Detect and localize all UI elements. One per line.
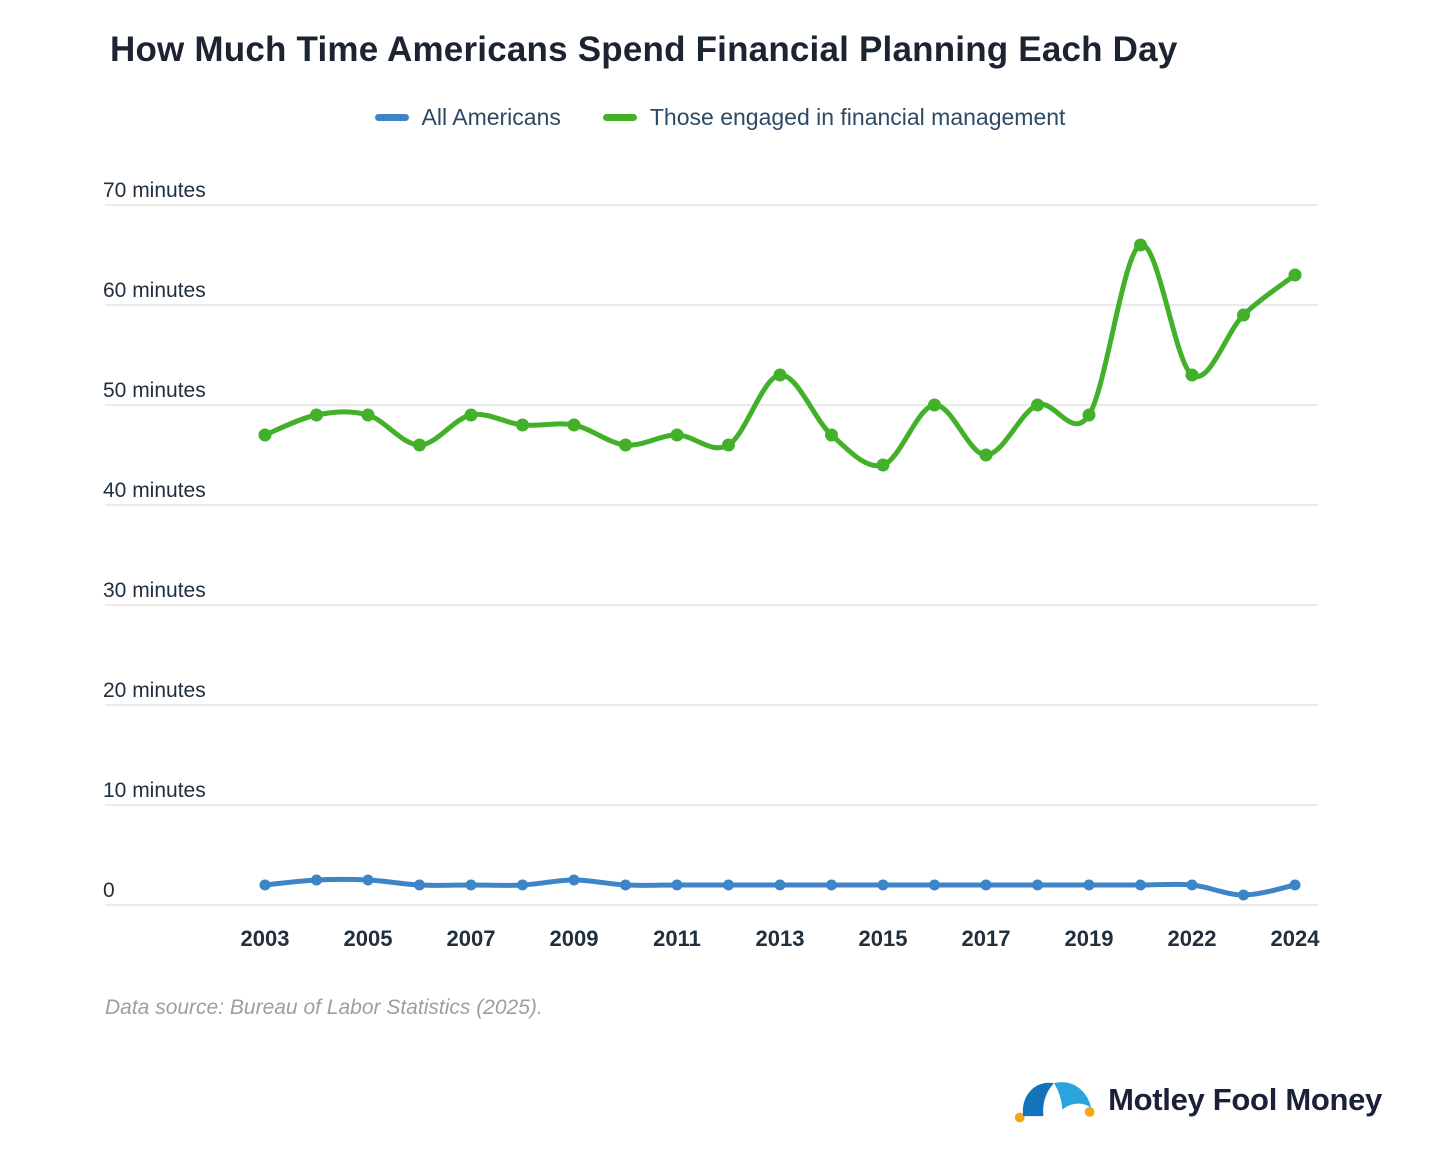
data-point-all-americans	[414, 879, 425, 891]
legend-swatch-blue	[374, 114, 409, 121]
data-point-all-americans	[980, 879, 992, 891]
series-line-those-engaged-in-financial-management	[262, 242, 1298, 469]
x-axis-tick-label: 2022	[1168, 926, 1217, 951]
data-point-all-americans	[826, 879, 837, 891]
data-point-those-engaged-in-financial-management	[361, 408, 375, 422]
y-axis-tick-label: 20 minutes	[103, 679, 206, 702]
y-axis-tick-label: 40 minutes	[103, 479, 206, 502]
data-point-all-americans	[671, 879, 683, 891]
data-point-all-americans	[259, 879, 271, 891]
legend-item-financial-management: Those engaged in financial management	[602, 104, 1066, 131]
data-point-those-engaged-in-financial-management	[1031, 398, 1044, 412]
x-axis-tick-label: 2017	[962, 926, 1011, 951]
data-point-all-americans	[517, 879, 528, 891]
data-point-all-americans	[723, 879, 734, 891]
legend-label-all-americans: All Americans	[421, 104, 561, 130]
x-axis-tick-label: 2009	[550, 926, 599, 951]
data-point-those-engaged-in-financial-management	[310, 408, 323, 422]
data-point-those-engaged-in-financial-management	[928, 398, 941, 412]
x-axis-tick-label: 2019	[1065, 926, 1114, 951]
data-point-those-engaged-in-financial-management	[516, 418, 529, 432]
data-point-all-americans	[929, 879, 940, 891]
y-axis-tick-label: 50 minutes	[103, 379, 206, 402]
data-point-those-engaged-in-financial-management	[258, 428, 272, 442]
data-point-all-americans	[1186, 879, 1198, 891]
data-point-all-americans	[465, 879, 477, 891]
data-point-all-americans	[877, 879, 889, 891]
data-point-all-americans	[1083, 879, 1095, 891]
x-axis-tick-label: 2015	[859, 926, 908, 951]
data-point-those-engaged-in-financial-management	[464, 408, 478, 422]
y-axis-tick-label: 70 minutes	[103, 179, 206, 202]
legend-item-all-americans: All Americans	[374, 104, 561, 131]
data-point-those-engaged-in-financial-management	[1134, 238, 1147, 252]
data-point-those-engaged-in-financial-management	[773, 368, 787, 382]
data-point-all-americans	[1289, 879, 1301, 891]
legend-label-financial-management: Those engaged in financial management	[649, 104, 1066, 130]
data-point-all-americans	[774, 879, 786, 891]
data-point-all-americans	[311, 874, 322, 886]
data-point-all-americans	[620, 879, 631, 891]
data-point-those-engaged-in-financial-management	[619, 438, 632, 452]
data-source-note: Data source: Bureau of Labor Statistics …	[105, 996, 543, 1019]
x-axis-tick-label: 2003	[241, 926, 290, 951]
motley-fool-jester-icon	[1014, 1082, 1095, 1123]
data-point-those-engaged-in-financial-management	[979, 448, 993, 462]
data-point-those-engaged-in-financial-management	[567, 418, 581, 432]
brand-logo: Motley Fool Money	[1012, 1072, 1382, 1128]
data-point-those-engaged-in-financial-management	[722, 438, 735, 452]
x-axis-tick-label: 2005	[344, 926, 393, 951]
data-point-those-engaged-in-financial-management	[876, 458, 890, 472]
data-point-all-americans	[568, 874, 580, 886]
data-point-those-engaged-in-financial-management	[413, 438, 426, 452]
data-point-those-engaged-in-financial-management	[1237, 308, 1250, 322]
brand-logo-text: Motley Fool Money	[1108, 1082, 1382, 1117]
data-point-those-engaged-in-financial-management	[1185, 368, 1199, 382]
data-point-those-engaged-in-financial-management	[825, 428, 838, 442]
x-axis-tick-label: 2013	[756, 926, 805, 951]
x-axis-tick-label: 2007	[447, 926, 496, 951]
chart-legend: All Americans Those engaged in financial…	[0, 104, 1440, 131]
data-point-those-engaged-in-financial-management	[670, 428, 684, 442]
y-axis-tick-label: 30 minutes	[103, 579, 206, 602]
data-point-all-americans	[1135, 879, 1146, 891]
x-axis-tick-label: 2024	[1271, 926, 1321, 951]
y-axis-tick-label: 60 minutes	[103, 279, 206, 302]
y-axis-tick-label: 0	[103, 879, 115, 902]
data-point-those-engaged-in-financial-management	[1082, 408, 1096, 422]
y-axis-tick-label: 10 minutes	[103, 779, 206, 802]
data-point-all-americans	[1032, 879, 1043, 891]
data-point-all-americans	[362, 874, 374, 886]
data-point-all-americans	[1238, 889, 1249, 901]
legend-swatch-green	[602, 114, 637, 121]
x-axis-tick-label: 2011	[653, 926, 701, 951]
chart-title: How Much Time Americans Spend Financial …	[110, 30, 1178, 69]
data-point-those-engaged-in-financial-management	[1288, 268, 1302, 282]
